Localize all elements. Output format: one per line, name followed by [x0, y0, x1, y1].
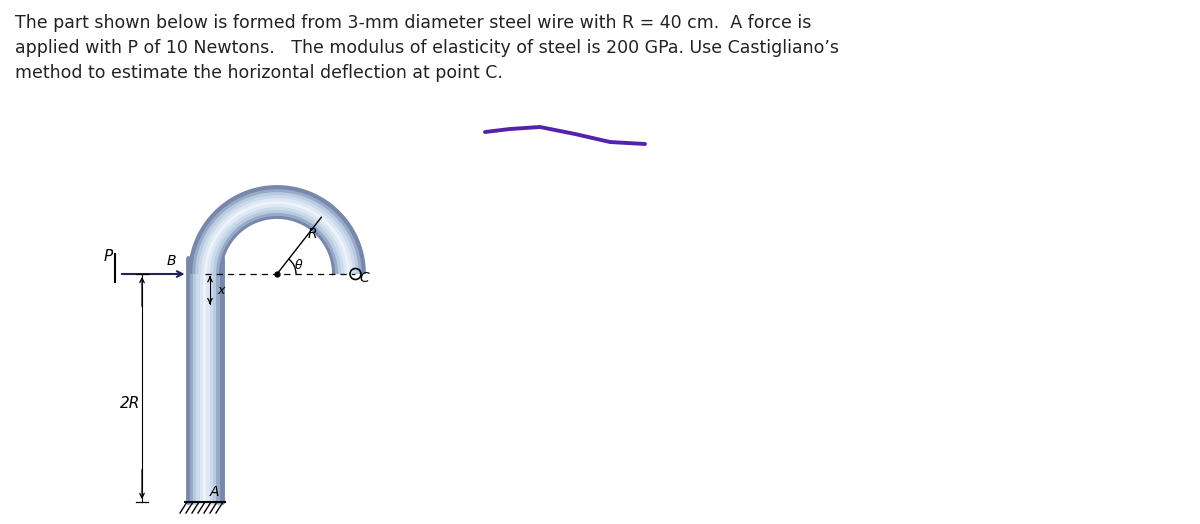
Text: $\theta$: $\theta$: [294, 258, 304, 272]
Text: P: P: [103, 249, 113, 264]
Text: B: B: [167, 254, 176, 268]
Text: A: A: [210, 485, 220, 499]
Text: x: x: [217, 283, 224, 297]
Text: The part shown below is formed from 3-mm diameter steel wire with R = 40 cm.  A : The part shown below is formed from 3-mm…: [14, 14, 839, 82]
Text: R: R: [307, 227, 317, 241]
Text: C: C: [359, 271, 368, 285]
Text: 2R: 2R: [120, 396, 140, 410]
